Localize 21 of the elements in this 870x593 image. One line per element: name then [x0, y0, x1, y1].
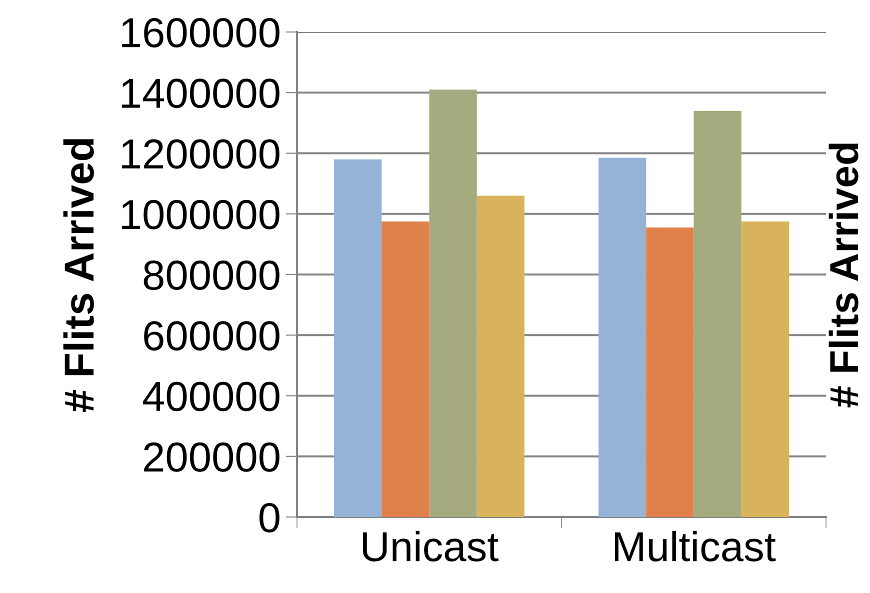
x-tick-label: Multicast — [614, 530, 776, 562]
bar — [334, 159, 382, 517]
bar — [382, 221, 430, 517]
bar — [429, 90, 477, 517]
bar — [741, 221, 789, 517]
y-tick-label: 1400000 — [122, 78, 280, 108]
y2-axis-title: # Flits Arrived — [828, 144, 858, 408]
y-tick-label: 400000 — [142, 382, 280, 412]
y-tick-label: 200000 — [144, 442, 280, 472]
y-tick-label: 1200000 — [122, 139, 280, 169]
y-axis-title: # Flits Arrived — [63, 139, 94, 412]
x-tick-label: Unicast — [363, 530, 498, 562]
y-tick-label: 1600000 — [122, 18, 280, 48]
y-tick-label: 600000 — [144, 321, 280, 351]
y-tick-label: 0 — [259, 503, 280, 533]
bar — [694, 110, 742, 517]
y-tick-label: 800000 — [144, 260, 280, 290]
bar — [598, 158, 646, 517]
y-tick-label: 1000000 — [122, 200, 280, 230]
bar — [476, 196, 524, 517]
bar — [646, 228, 694, 517]
